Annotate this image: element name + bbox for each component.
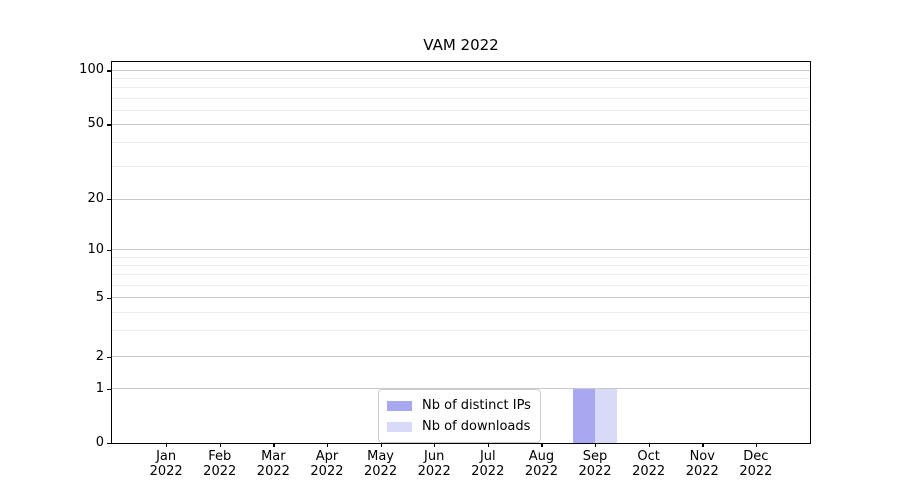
x-tick-mark	[541, 442, 543, 447]
bar-distinct-ips	[572, 389, 595, 443]
major-gridline	[112, 198, 810, 200]
x-tick-mark	[648, 442, 650, 447]
y-tick-label: 1	[95, 380, 104, 396]
y-tick-label: 10	[87, 241, 104, 257]
x-tick-label: Mar 2022	[256, 448, 290, 479]
y-tick-label: 2	[95, 348, 104, 364]
chart-title: VAM 2022	[423, 36, 499, 54]
minor-gridline	[112, 142, 810, 144]
minor-gridline	[112, 284, 810, 286]
x-tick-label: Jan 2022	[149, 448, 183, 479]
y-tick-label: 50	[87, 116, 104, 132]
x-tick-mark	[434, 442, 436, 447]
legend-swatch-distinct-ips-icon	[387, 400, 412, 411]
minor-gridline	[112, 264, 810, 266]
x-tick-label: Nov 2022	[685, 448, 719, 479]
x-tick-mark	[219, 442, 222, 447]
x-tick-mark	[380, 442, 382, 447]
y-tick-mark	[106, 356, 111, 359]
y-tick-mark	[106, 442, 111, 444]
x-tick-mark	[326, 442, 329, 447]
y-tick-label: 0	[95, 434, 104, 450]
x-tick-mark	[487, 442, 490, 447]
major-gridline	[112, 297, 810, 299]
minor-gridline	[112, 87, 810, 89]
major-gridline	[112, 249, 810, 251]
legend-item-distinct-ips: Nb of distinct IPs	[387, 395, 531, 416]
y-tick-mark	[106, 124, 111, 126]
plot-area	[111, 61, 811, 444]
y-tick-mark	[106, 297, 111, 300]
minor-gridline	[112, 330, 810, 332]
x-tick-mark	[595, 442, 597, 447]
y-tick-label: 20	[87, 191, 104, 207]
legend-label-downloads: Nb of downloads	[422, 419, 531, 434]
x-tick-label: May 2022	[364, 448, 398, 479]
x-tick-label: Dec 2022	[739, 448, 773, 479]
y-tick-mark	[106, 388, 111, 390]
x-tick-mark	[755, 442, 758, 447]
major-gridline	[112, 356, 810, 358]
x-tick-label: Apr 2022	[310, 448, 344, 479]
x-tick-label: Oct 2022	[632, 448, 666, 479]
minor-gridline	[112, 165, 810, 167]
minor-gridline	[112, 311, 810, 313]
y-tick-mark	[106, 199, 111, 201]
y-tick-label: 100	[79, 62, 104, 78]
legend-label-distinct-ips: Nb of distinct IPs	[422, 398, 531, 413]
minor-gridline	[112, 97, 810, 99]
x-tick-mark	[273, 442, 275, 447]
x-tick-label: Aug 2022	[524, 448, 558, 479]
minor-gridline	[112, 256, 810, 258]
minor-gridline	[112, 274, 810, 276]
x-tick-mark	[166, 442, 168, 447]
x-tick-label: Jul 2022	[471, 448, 505, 479]
x-tick-mark	[702, 442, 704, 447]
x-tick-label: Sep 2022	[578, 448, 612, 479]
major-gridline	[112, 123, 810, 125]
y-tick-label: 5	[95, 289, 104, 305]
minor-gridline	[112, 109, 810, 111]
x-tick-label: Feb 2022	[203, 448, 237, 479]
major-gridline	[112, 69, 810, 71]
major-gridline	[112, 388, 810, 390]
bar-downloads	[594, 389, 617, 443]
legend-swatch-downloads-icon	[387, 421, 412, 432]
legend-item-downloads: Nb of downloads	[387, 416, 531, 437]
legend: Nb of distinct IPs Nb of downloads	[378, 389, 541, 443]
minor-gridline	[112, 78, 810, 80]
y-tick-mark	[106, 70, 111, 72]
y-tick-mark	[106, 249, 111, 252]
x-tick-label: Jun 2022	[417, 448, 451, 479]
